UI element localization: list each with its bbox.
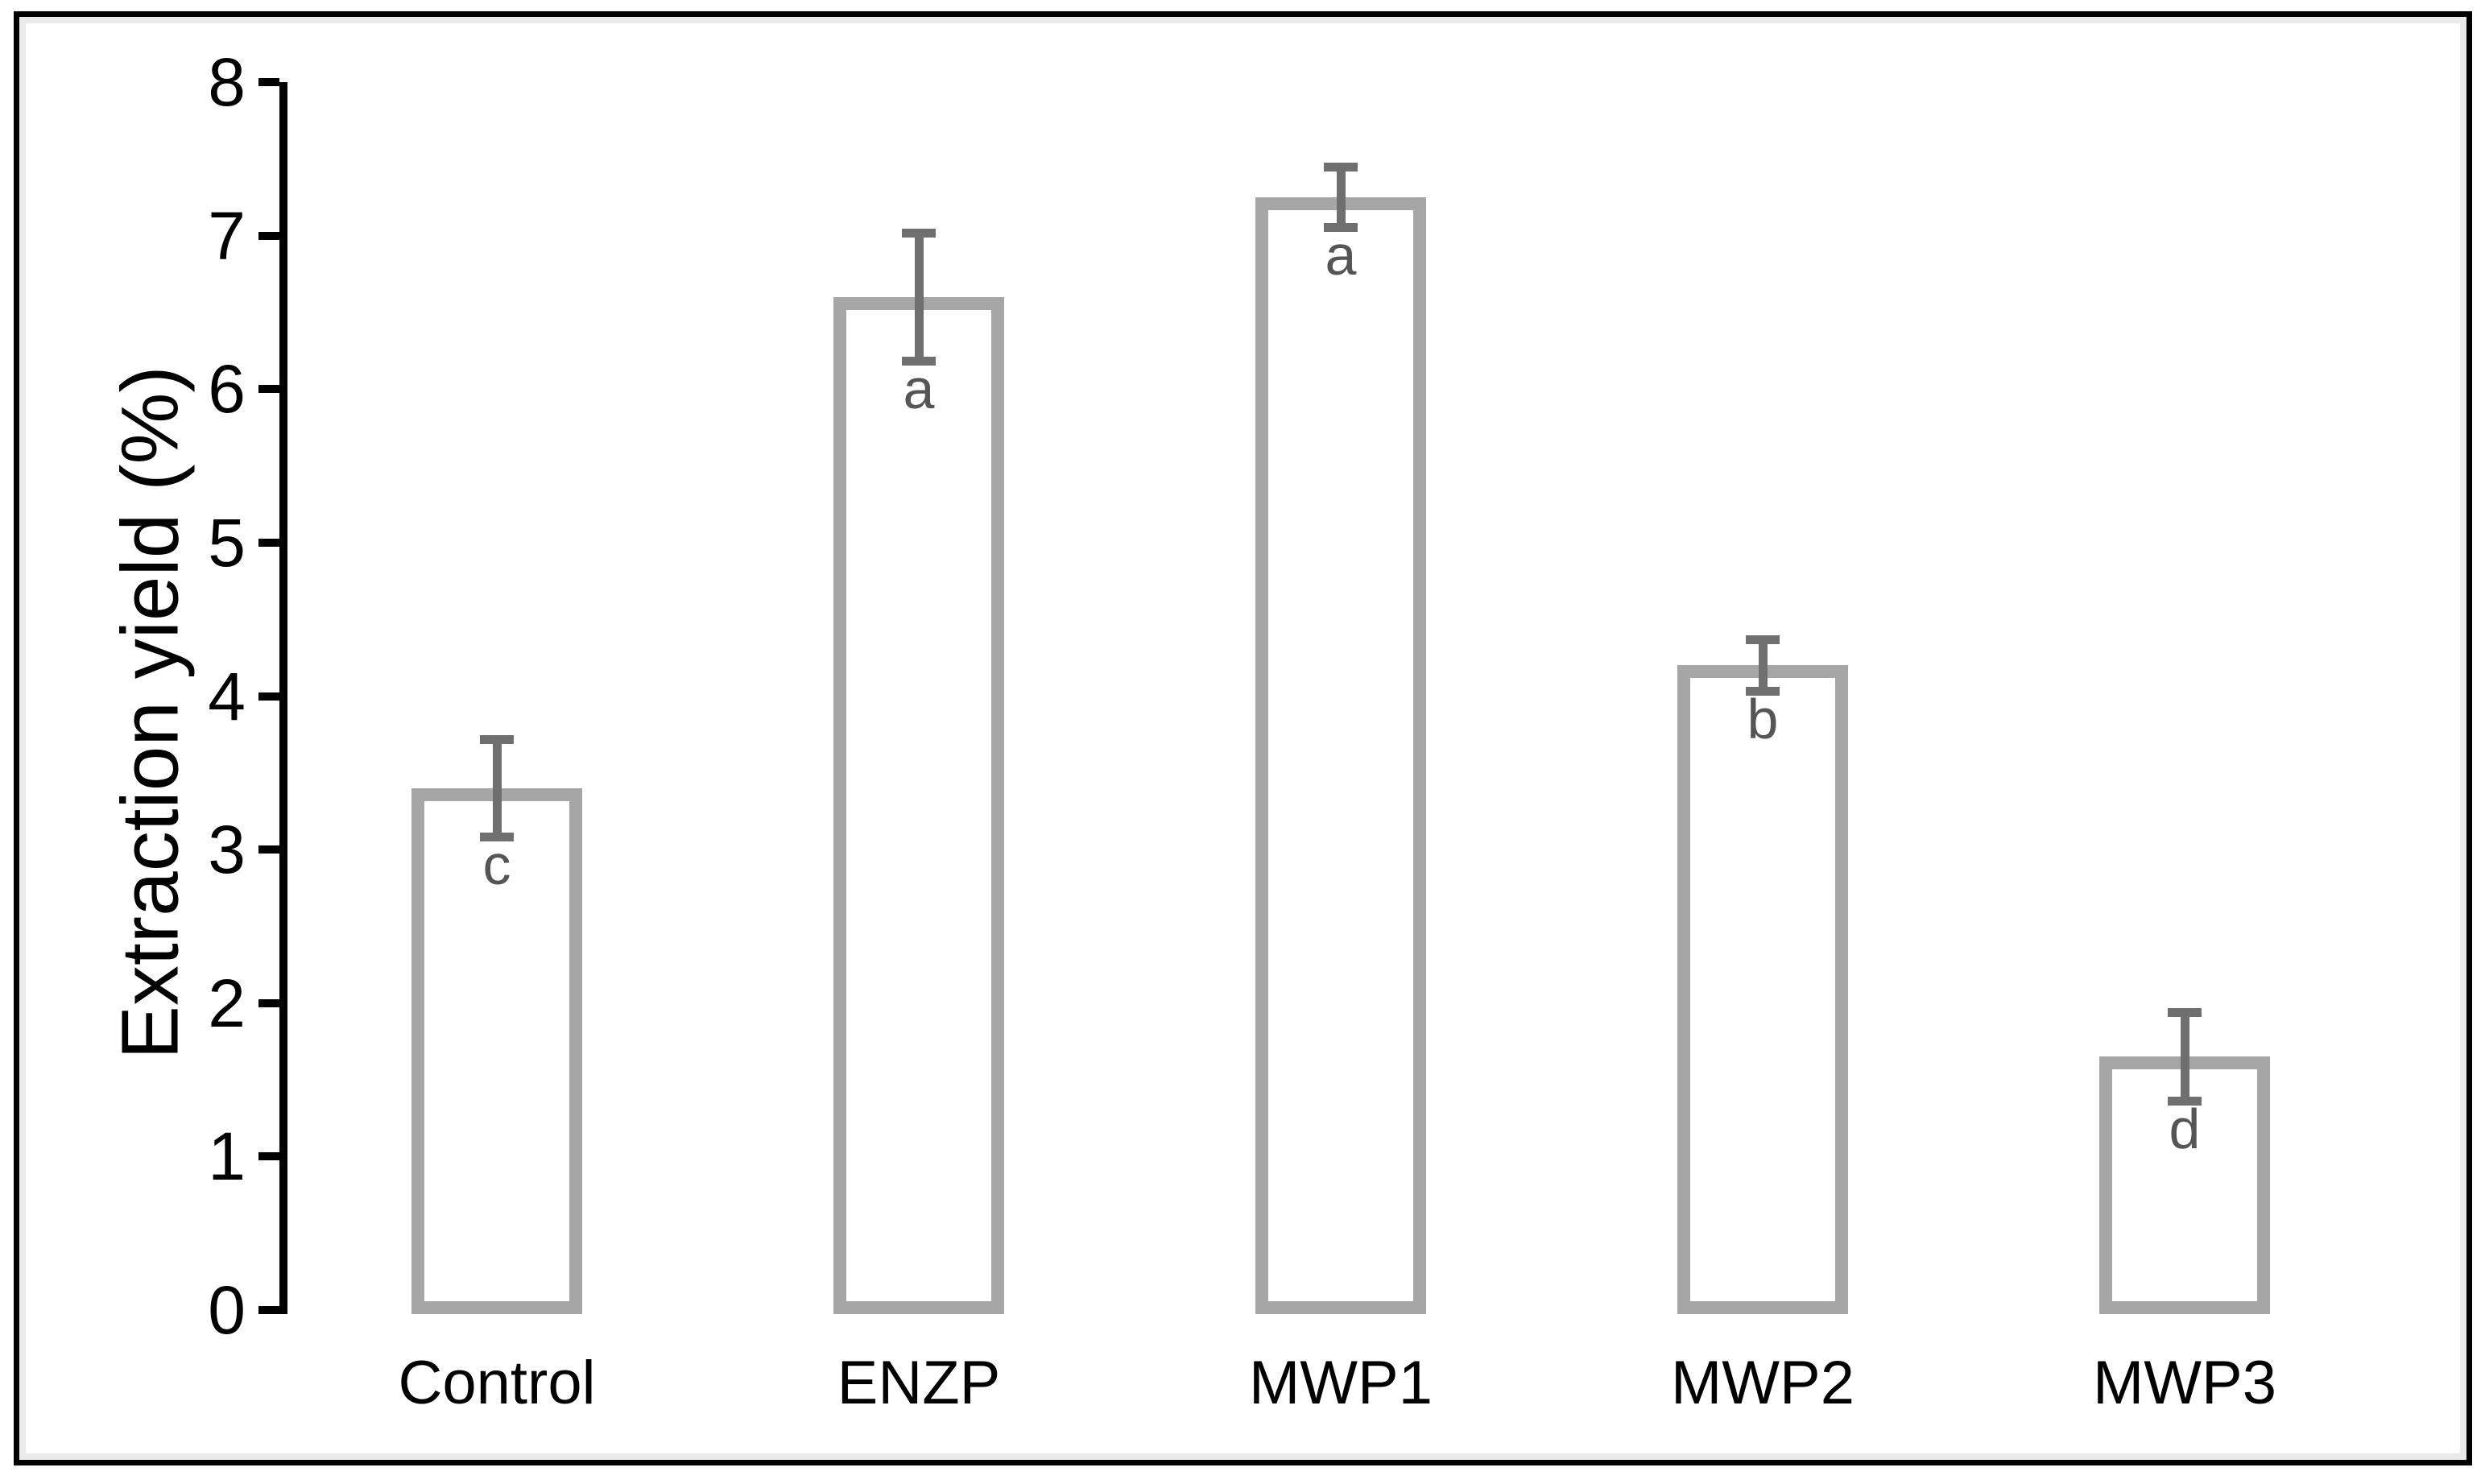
- x-tick-label-mwp1: MWP1: [1249, 1349, 1433, 1417]
- sig-letter-mwp3: d: [2169, 1097, 2201, 1160]
- y-axis-tick: [258, 538, 279, 547]
- x-tick-label-control: Control: [398, 1349, 596, 1417]
- y-tick-label: 2: [208, 965, 246, 1041]
- bar-control: [411, 787, 582, 1314]
- y-tick-label: 8: [208, 44, 246, 120]
- y-tick-label: 4: [208, 658, 246, 734]
- error-bar-mwp1: [1336, 169, 1346, 225]
- y-tick-label: 0: [208, 1272, 246, 1348]
- bar-mwp1: [1255, 196, 1426, 1314]
- y-axis-tick: [258, 692, 279, 701]
- sig-letter-mwp1: a: [1325, 224, 1357, 287]
- error-bar-mwp2: [1758, 642, 1768, 688]
- y-tick-label: 3: [208, 812, 246, 888]
- error-bar-top-cap-control: [480, 734, 514, 744]
- error-bar-top-cap-mwp3: [2168, 1008, 2202, 1017]
- y-axis-tick: [258, 78, 279, 86]
- error-bar-bottom-cap-control: [480, 833, 514, 842]
- error-bar-enzp: [914, 235, 924, 359]
- sig-letter-control: c: [482, 833, 511, 897]
- y-tick-label: 5: [208, 504, 246, 581]
- error-bar-mwp3: [2180, 1015, 2189, 1098]
- sig-letter-mwp2: b: [1747, 687, 1779, 750]
- error-bar-bottom-cap-mwp3: [2168, 1096, 2202, 1106]
- y-tick-label: 7: [208, 197, 246, 274]
- error-bar-bottom-cap-enzp: [902, 357, 936, 366]
- y-axis-tick: [258, 1152, 279, 1161]
- error-bar-control: [492, 742, 502, 835]
- bar-mwp2: [1677, 665, 1848, 1314]
- error-bar-top-cap-mwp2: [1746, 635, 1780, 644]
- y-axis-line: [279, 82, 287, 1314]
- sig-letter-enzp: a: [903, 358, 935, 421]
- x-tick-label-mwp3: MWP3: [2093, 1349, 2276, 1417]
- y-tick-label: 1: [208, 1118, 246, 1195]
- y-axis-tick: [258, 385, 279, 394]
- bar-enzp: [833, 296, 1004, 1314]
- y-axis-tick: [258, 998, 279, 1007]
- error-bar-top-cap-enzp: [902, 228, 936, 238]
- error-bar-bottom-cap-mwp2: [1746, 686, 1780, 696]
- y-axis-tick: [258, 845, 279, 854]
- y-axis-tick: [258, 1306, 279, 1314]
- error-bar-bottom-cap-mwp1: [1324, 223, 1358, 233]
- x-tick-label-mwp2: MWP2: [1671, 1349, 1854, 1417]
- y-tick-label: 6: [208, 351, 246, 428]
- y-axis-title: Extraction yield (%): [105, 366, 196, 1060]
- error-bar-top-cap-mwp1: [1324, 162, 1358, 172]
- x-tick-label-enzp: ENZP: [837, 1349, 1001, 1417]
- y-axis-tick: [258, 231, 279, 240]
